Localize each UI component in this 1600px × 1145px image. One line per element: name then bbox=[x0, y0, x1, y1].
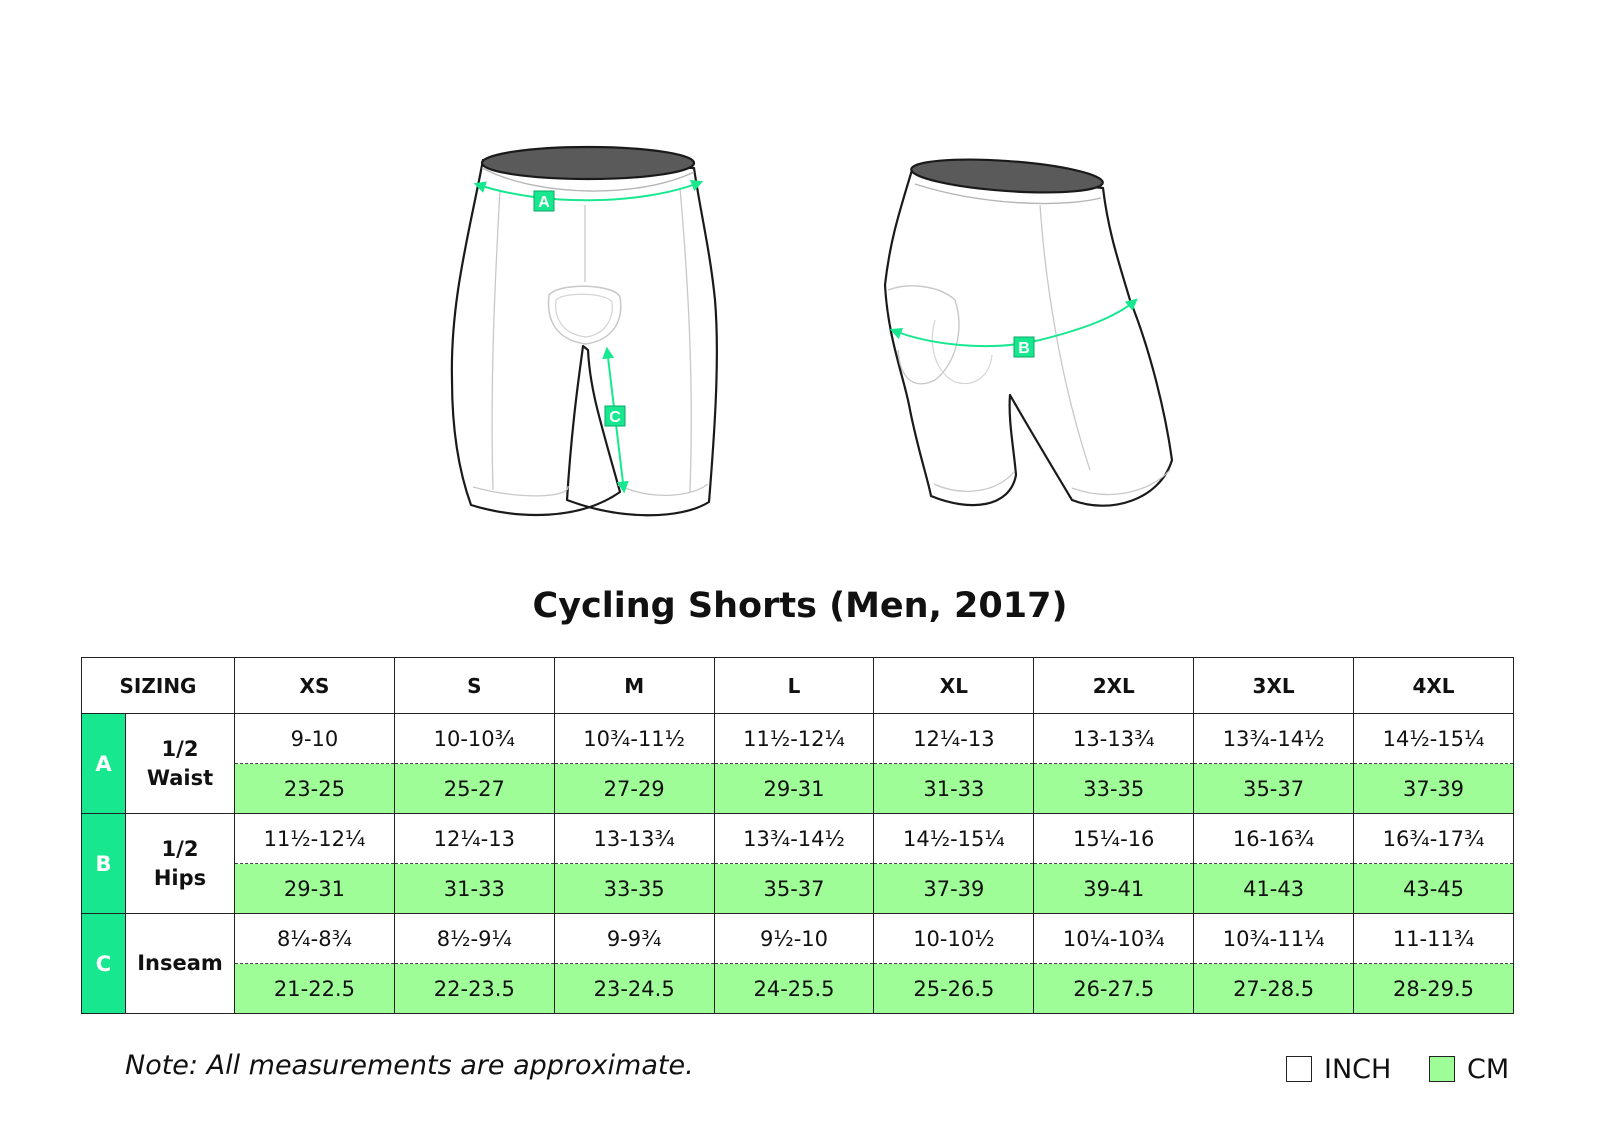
cm-cell: 33-35 bbox=[1033, 763, 1195, 814]
size-header: S bbox=[393, 657, 555, 714]
size-header: 4XL bbox=[1353, 657, 1514, 714]
hips-label: 1/2 Hips bbox=[124, 813, 236, 914]
inch-cell: 13-13¾ bbox=[553, 813, 715, 864]
hips-letter: B bbox=[81, 813, 126, 914]
waist-marker-label: A bbox=[538, 194, 550, 211]
inch-cell: 11-11¾ bbox=[1353, 913, 1514, 964]
inch-cell: 16¾-17¾ bbox=[1353, 813, 1514, 864]
inch-cell: 13¾-14½ bbox=[713, 813, 875, 864]
waist-inch-row: A 1/2 Waist 9-10 10-10¾ 10¾-11½ 11½-12¼ … bbox=[81, 713, 1514, 814]
cm-cell: 29-31 bbox=[713, 763, 875, 814]
waist-label-line: 1/2 bbox=[161, 736, 199, 761]
inch-cell: 13-13¾ bbox=[1033, 713, 1195, 764]
size-header: 3XL bbox=[1193, 657, 1355, 714]
inseam-label-line: Inseam bbox=[137, 951, 223, 975]
page-title: Cycling Shorts (Men, 2017) bbox=[532, 586, 1068, 626]
inch-cell: 13¾-14½ bbox=[1193, 713, 1355, 764]
inch-cell: 12¼-13 bbox=[873, 713, 1035, 764]
inch-cell: 12¼-13 bbox=[393, 813, 555, 864]
inch-cell: 14½-15¼ bbox=[873, 813, 1035, 864]
cm-cell: 35-37 bbox=[713, 863, 875, 914]
legend-cm: CM bbox=[1429, 1052, 1509, 1086]
front-shorts-drawing bbox=[450, 145, 718, 517]
inseam-label: Inseam bbox=[124, 913, 236, 1014]
size-header: 2XL bbox=[1033, 657, 1195, 714]
size-header-row: SIZING XS S M L XL 2XL 3XL 4XL bbox=[80, 657, 1514, 714]
size-header: M bbox=[553, 657, 715, 714]
cm-cell: 25-27 bbox=[393, 763, 555, 814]
cm-cell: 24-25.5 bbox=[713, 963, 875, 1014]
cm-cell: 27-28.5 bbox=[1193, 963, 1355, 1014]
inseam-letter: C bbox=[81, 913, 126, 1014]
back-shorts-drawing bbox=[883, 158, 1174, 507]
hips-marker: B bbox=[1013, 336, 1035, 358]
inch-cell: 10¾-11½ bbox=[553, 713, 715, 764]
inch-cell: 14½-15¼ bbox=[1353, 713, 1514, 764]
cm-cell: 37-39 bbox=[1353, 763, 1514, 814]
inch-cell: 9-10 bbox=[234, 713, 395, 764]
size-header: L bbox=[713, 657, 875, 714]
size-header: XL bbox=[873, 657, 1035, 714]
cm-cell: 31-33 bbox=[393, 863, 555, 914]
hips-cm-row: 29-31 31-33 33-35 35-37 37-39 39-41 41-4… bbox=[82, 863, 1514, 914]
legend-inch-label: INCH bbox=[1324, 1053, 1392, 1085]
cm-cell: 27-29 bbox=[553, 763, 715, 814]
inch-swatch bbox=[1286, 1056, 1312, 1082]
approximate-note: Note: All measurements are approximate. bbox=[125, 1050, 694, 1081]
hips-marker-label: B bbox=[1018, 340, 1030, 357]
waist-label: 1/2 Waist bbox=[124, 713, 236, 814]
waist-cm-row: 23-25 25-27 27-29 29-31 31-33 33-35 35-3… bbox=[82, 763, 1514, 814]
inseam-marker-label: C bbox=[609, 409, 621, 426]
cm-cell: 25-26.5 bbox=[873, 963, 1035, 1014]
hips-inch-row: B 1/2 Hips 11½-12¼ 12¼-13 13-13¾ 13¾-14½… bbox=[81, 813, 1514, 914]
shorts-illustrations: A C B bbox=[450, 145, 1174, 517]
waist-marker: A bbox=[533, 190, 555, 212]
cm-cell: 22-23.5 bbox=[393, 963, 555, 1014]
inch-cell: 15¼-16 bbox=[1033, 813, 1195, 864]
inch-cell: 10¼-10¾ bbox=[1033, 913, 1195, 964]
inch-cell: 10-10¾ bbox=[393, 713, 555, 764]
cm-cell: 26-27.5 bbox=[1033, 963, 1195, 1014]
inch-cell: 9-9¾ bbox=[553, 913, 715, 964]
inch-cell: 10¾-11¼ bbox=[1193, 913, 1355, 964]
cm-cell: 21-22.5 bbox=[234, 963, 395, 1014]
cm-cell: 35-37 bbox=[1193, 763, 1355, 814]
cm-cell: 23-24.5 bbox=[553, 963, 715, 1014]
inseam-inch-row: C Inseam 8¼-8¾ 8½-9¼ 9-9¾ 9½-10 10-10½ 1… bbox=[81, 913, 1514, 1014]
inch-cell: 11½-12¼ bbox=[234, 813, 395, 864]
hips-label-line: 1/2 bbox=[161, 836, 199, 861]
inch-cell: 8½-9¼ bbox=[393, 913, 555, 964]
inseam-cm-row: 21-22.5 22-23.5 23-24.5 24-25.5 25-26.5 … bbox=[82, 963, 1514, 1014]
inseam-marker: C bbox=[604, 405, 626, 427]
waist-label-line: Waist bbox=[146, 765, 214, 790]
legend-cm-label: CM bbox=[1467, 1053, 1510, 1085]
cm-cell: 33-35 bbox=[553, 863, 715, 914]
size-header: XS bbox=[234, 657, 395, 714]
cm-cell: 31-33 bbox=[873, 763, 1035, 814]
inch-cell: 11½-12¼ bbox=[713, 713, 875, 764]
cm-swatch bbox=[1429, 1056, 1455, 1082]
cm-cell: 39-41 bbox=[1033, 863, 1195, 914]
legend-inch: INCH bbox=[1286, 1052, 1391, 1086]
inch-cell: 10-10½ bbox=[873, 913, 1035, 964]
inch-cell: 16-16¾ bbox=[1193, 813, 1355, 864]
cm-cell: 37-39 bbox=[873, 863, 1035, 914]
inch-cell: 8¼-8¾ bbox=[234, 913, 395, 964]
cm-cell: 29-31 bbox=[234, 863, 395, 914]
cm-cell: 23-25 bbox=[234, 763, 395, 814]
cm-cell: 41-43 bbox=[1193, 863, 1355, 914]
sizing-header: SIZING bbox=[80, 657, 236, 714]
cm-cell: 28-29.5 bbox=[1353, 963, 1514, 1014]
cm-cell: 43-45 bbox=[1353, 863, 1514, 914]
size-chart-table: SIZING XS S M L XL 2XL 3XL 4XL A 1/2 Wai… bbox=[80, 657, 1514, 1014]
waist-letter: A bbox=[81, 713, 126, 814]
inch-cell: 9½-10 bbox=[713, 913, 875, 964]
hips-label-line: Hips bbox=[153, 865, 207, 890]
